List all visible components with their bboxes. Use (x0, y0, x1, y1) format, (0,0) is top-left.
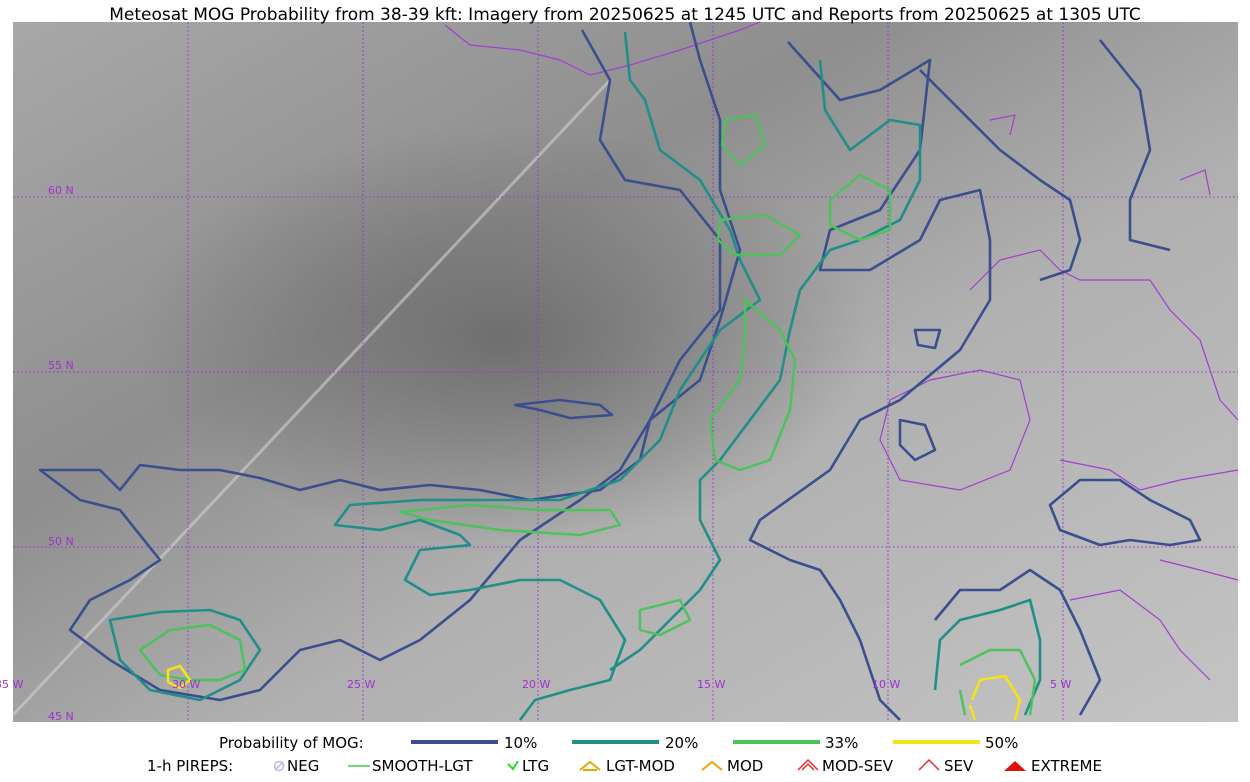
coastlines (444, 21, 1239, 681)
legend-item: SMOOTH-LGT (372, 757, 473, 775)
legend-item: 20% (665, 734, 698, 752)
legend-item: 50% (985, 734, 1018, 752)
icon-lgt-mod (579, 760, 601, 771)
lon-label: 30 W (172, 678, 200, 691)
lon-label: 20 W (522, 678, 550, 691)
lon-label: 5 W (1050, 678, 1071, 691)
legend-pireps: 1-h PIREPS: NEG SMOOTH-LGT LTG LGT-MOD M… (147, 757, 1102, 775)
legend-item: NEG (287, 757, 319, 775)
icon-ltg (507, 760, 519, 771)
lon-label: 35 W (0, 678, 23, 691)
icon-sev (918, 758, 940, 771)
lon-label: 10 W (872, 678, 900, 691)
icon-mod (701, 760, 723, 771)
lon-label: 25 W (347, 678, 375, 691)
legend-item: MOD (727, 757, 763, 775)
icon-extreme (1004, 761, 1026, 771)
lat-label: 55 N (48, 359, 74, 372)
icon-neg (274, 761, 284, 771)
legend-item: LTG (522, 757, 549, 775)
legend-item: 33% (825, 734, 858, 752)
title: Meteosat MOG Probability from 38-39 kft:… (109, 5, 1141, 25)
legend-item: EXTREME (1031, 757, 1102, 775)
grid-labels: 60 N 55 N 50 N 45 N 35 W 30 W 25 W 20 W … (0, 184, 1071, 723)
lat-label: 50 N (48, 535, 74, 548)
legend-item: SEV (944, 757, 974, 775)
icon-mod-sev (797, 758, 819, 771)
legend-label: Probability of MOG: (219, 734, 364, 752)
map: 60 N 55 N 50 N 45 N 35 W 30 W 25 W 20 W … (0, 21, 1239, 723)
grid (13, 22, 1238, 722)
contrail (11, 78, 612, 717)
legend-item: MOD-SEV (822, 757, 894, 775)
legend-probability: Probability of MOG: 10% 20% 33% 50% (219, 734, 1018, 752)
legend-item: LGT-MOD (606, 757, 675, 775)
legend-item: 10% (504, 734, 537, 752)
contours (38, 21, 1202, 721)
icon-neg (273, 760, 285, 772)
lat-label: 60 N (48, 184, 74, 197)
lon-label: 15 W (697, 678, 725, 691)
lat-label: 45 N (48, 710, 74, 723)
legend-label: 1-h PIREPS: (147, 757, 233, 775)
